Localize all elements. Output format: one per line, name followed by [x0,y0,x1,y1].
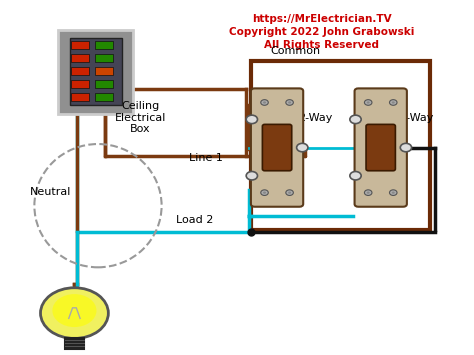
Circle shape [263,101,266,104]
FancyBboxPatch shape [95,93,113,101]
Circle shape [390,100,397,105]
Circle shape [286,190,293,196]
Circle shape [40,288,109,338]
Text: Line 1: Line 1 [190,153,223,163]
FancyBboxPatch shape [71,41,89,49]
FancyBboxPatch shape [95,41,113,49]
Circle shape [52,294,97,327]
FancyBboxPatch shape [251,88,303,207]
Circle shape [392,101,395,104]
FancyBboxPatch shape [71,67,89,75]
Circle shape [288,191,291,194]
FancyBboxPatch shape [251,61,430,230]
Circle shape [261,190,268,196]
Circle shape [350,171,361,180]
FancyBboxPatch shape [95,67,113,75]
Text: 2-Way: 2-Way [400,113,434,122]
Circle shape [286,100,293,105]
FancyBboxPatch shape [58,29,133,114]
Text: Common: Common [271,46,321,56]
Text: Neutral: Neutral [30,187,71,197]
Circle shape [392,191,395,194]
Circle shape [367,191,370,194]
Circle shape [367,101,370,104]
Circle shape [246,171,257,180]
FancyBboxPatch shape [263,124,292,171]
Text: https://MrElectrician.TV
Copyright 2022 John Grabowski
All Rights Reserved: https://MrElectrician.TV Copyright 2022 … [229,14,414,50]
FancyBboxPatch shape [65,338,84,349]
FancyBboxPatch shape [71,54,89,62]
Circle shape [365,190,372,196]
Circle shape [246,115,257,124]
FancyBboxPatch shape [71,80,89,88]
Circle shape [365,100,372,105]
FancyBboxPatch shape [95,80,113,88]
Circle shape [400,143,411,152]
FancyBboxPatch shape [95,54,113,62]
FancyBboxPatch shape [366,124,395,171]
Text: Ceiling
Electrical
Box: Ceiling Electrical Box [115,101,166,134]
Text: 2-Way: 2-Way [298,113,333,122]
Text: Load 2: Load 2 [176,215,213,225]
Circle shape [288,101,291,104]
Circle shape [261,100,268,105]
Circle shape [350,115,361,124]
Circle shape [390,190,397,196]
FancyBboxPatch shape [355,88,407,207]
Circle shape [297,143,308,152]
Circle shape [263,191,266,194]
FancyBboxPatch shape [70,38,121,105]
FancyBboxPatch shape [71,93,89,101]
